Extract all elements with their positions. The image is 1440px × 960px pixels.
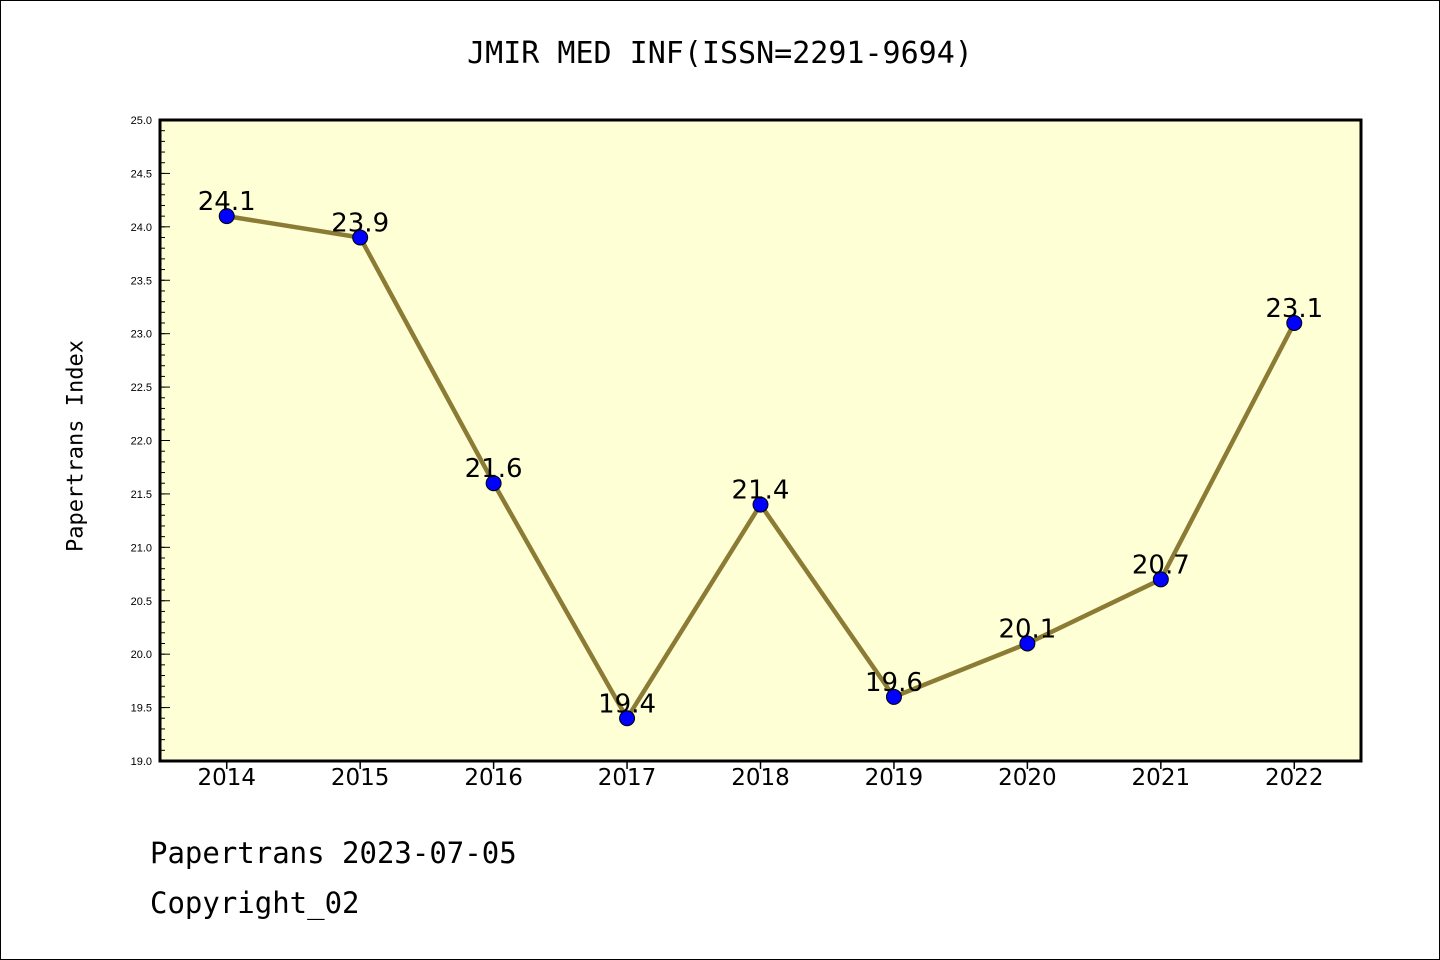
data-label: 21.6	[465, 454, 523, 484]
data-point	[1286, 314, 1303, 331]
y-axis-ticks: 19.0 19.5 20.0 20.5 21.0 21.5 22.0 22.5 23.0 23.5…	[131, 115, 170, 768]
data-label: 23.1	[1265, 294, 1323, 324]
y-tick-label: 22.5	[131, 382, 152, 394]
y-tick-label: 22.0	[131, 436, 152, 448]
data-labels: 24.1 23.9 21.6 19.4 21.4 19.6 20.1 20.7 23.1	[198, 187, 1323, 719]
y-tick-label: 20.5	[131, 596, 152, 608]
y-tick-label: 23.0	[131, 329, 152, 341]
plot-area	[160, 120, 1361, 761]
y-tick-label: 19.5	[131, 703, 152, 715]
y-tick-label: 24.5	[131, 168, 152, 180]
data-point	[1152, 571, 1169, 588]
data-label: 23.9	[331, 209, 389, 239]
data-point	[752, 496, 769, 513]
y-tick-label: 21.0	[131, 542, 152, 554]
data-point	[485, 475, 502, 492]
y-tick-label: 25.0	[131, 115, 152, 127]
data-label: 21.4	[732, 476, 790, 506]
x-tick-label: 2016	[464, 765, 523, 791]
x-tick-label: 2017	[598, 765, 657, 791]
x-tick-label: 2019	[865, 765, 924, 791]
footer-date: Papertrans 2023-07-05	[150, 836, 517, 870]
data-label: 20.1	[998, 614, 1056, 644]
x-tick-label: 2014	[197, 765, 256, 791]
data-label: 24.1	[198, 187, 256, 217]
x-tick-label: 2018	[731, 765, 790, 791]
x-tick-label: 2021	[1132, 765, 1191, 791]
series-markers	[218, 208, 1303, 727]
y-tick-label: 19.0	[131, 756, 152, 768]
footer-copyright: Copyright_02	[150, 886, 360, 920]
data-point	[352, 229, 369, 246]
x-axis-ticks: 2014 2015 2016 2017 2018 2019 2020 2021 2022	[197, 761, 1324, 791]
data-point	[885, 688, 902, 705]
chart-title: JMIR MED INF(ISSN=2291-9694)	[467, 36, 973, 71]
data-label: 19.6	[865, 668, 923, 698]
x-tick-label: 2022	[1265, 765, 1324, 791]
y-tick-label: 21.5	[131, 489, 152, 501]
x-tick-label: 2020	[998, 765, 1057, 791]
data-point	[1019, 635, 1036, 652]
data-label: 19.4	[598, 689, 656, 719]
data-point	[619, 710, 636, 727]
y-tick-label: 23.5	[131, 275, 152, 287]
plot-border	[158, 118, 1363, 763]
data-label: 20.7	[1132, 550, 1190, 580]
y-tick-label: 20.0	[131, 649, 152, 661]
y-tick-label: 24.0	[131, 222, 152, 234]
x-tick-label: 2015	[331, 765, 390, 791]
data-point	[218, 208, 235, 225]
